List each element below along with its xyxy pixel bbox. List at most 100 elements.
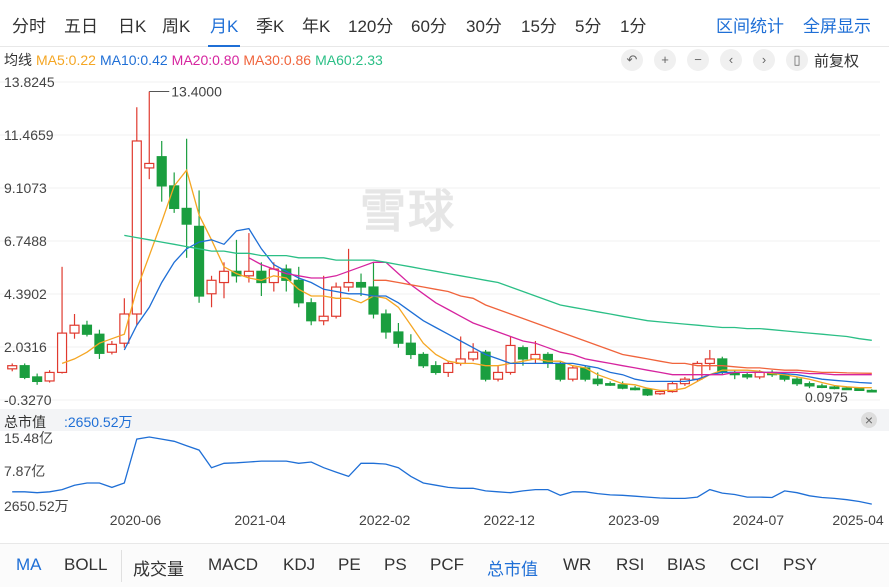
tab-6[interactable]: 年K [302, 17, 331, 36]
candle-body [7, 365, 18, 370]
tab-0[interactable]: 分时 [12, 17, 46, 36]
tab-4[interactable]: 月K [207, 12, 241, 47]
candle-body [804, 383, 815, 387]
indicator-tab-10[interactable]: RSI [616, 555, 645, 574]
indicator-tab-7[interactable]: PCF [430, 555, 464, 574]
tab-10[interactable]: 15分 [521, 17, 557, 36]
tab-1[interactable]: 五日 [64, 17, 98, 36]
indicator-tab-1[interactable]: BOLL [64, 555, 108, 574]
candle-body [841, 387, 852, 391]
tab-7[interactable]: 120分 [348, 17, 394, 36]
x-tick-label: 2023-09 [608, 512, 660, 528]
tab-2[interactable]: 日K [118, 17, 147, 36]
candle-body [318, 315, 329, 322]
adjustment-selector[interactable]: 前复权 [814, 53, 860, 70]
candle-body [343, 281, 354, 288]
x-tick-label: 2022-02 [358, 512, 411, 528]
price-tick-label: -0.3270 [4, 392, 52, 408]
candle-body [567, 367, 578, 380]
watermark-logo: 雪球 [360, 185, 456, 237]
indicator-tab-11[interactable]: BIAS [667, 555, 706, 574]
indicator-tab-9[interactable]: WR [563, 555, 592, 574]
indicator-tab-2[interactable]: 成交量 [133, 560, 184, 579]
price-tick-label: 6.7488 [4, 232, 47, 249]
indicator-tab-0[interactable]: MA [16, 555, 42, 574]
x-tick-label: 2022-12 [483, 512, 535, 528]
fullscreen-button[interactable]: 全屏显示 [803, 17, 871, 36]
candle-icon[interactable]: ▯ [786, 49, 808, 71]
candle-body [704, 358, 715, 365]
candle-body [430, 365, 441, 374]
tab-5[interactable]: 季K [256, 17, 285, 36]
candle-body [854, 388, 865, 392]
price-tick-label: 13.8245 [4, 74, 55, 90]
candle-body [32, 376, 43, 383]
candle-body [742, 374, 753, 378]
price-tick-label: 4.3902 [4, 285, 47, 302]
candle-body [19, 365, 30, 378]
indicator-tab-3[interactable]: MACD [208, 555, 259, 574]
tab-3[interactable]: 周K [162, 17, 191, 36]
ma-legend-item-4: MA30:0.86 [243, 52, 312, 68]
candle-body [218, 270, 230, 284]
candle-body [418, 353, 429, 367]
candle-body [791, 378, 803, 385]
indicator-tab-6[interactable]: PS [384, 555, 407, 574]
candle-body [169, 185, 180, 209]
ma5-line [61, 168, 872, 392]
candle-body [605, 383, 616, 386]
range-stats-button[interactable]: 区间统计 [716, 17, 784, 36]
zoom-in-icon[interactable]: + [654, 49, 676, 71]
indicator-tab-13[interactable]: PSY [783, 555, 818, 574]
candle-body [630, 387, 641, 391]
candle-body [555, 362, 566, 380]
candle-body [206, 279, 217, 295]
candle-body [468, 351, 479, 360]
indicator-tab-12[interactable]: CCI [730, 555, 760, 574]
indicator-tab-bar: MA BOLL 成交量 MACD KDJ PE PS PCF 总市值 WR RSI BIAS CCI PS… [0, 543, 889, 587]
indicator-value: :2650.52万 [64, 414, 133, 430]
candle-body [816, 385, 828, 389]
tab-divider [121, 550, 122, 582]
x-tick-label: 2025-04 [832, 512, 884, 528]
candle-body [592, 378, 603, 385]
max-price-marker: 13.4000 [171, 84, 222, 100]
close-indicator-icon[interactable]: × [861, 412, 877, 428]
candle-body [517, 347, 529, 360]
candle-body [380, 313, 392, 333]
market-cap-tick-label: 2650.52万 [4, 497, 69, 514]
candle-body [617, 384, 628, 389]
ma-legend-item-5: MA60:2.33 [315, 52, 383, 68]
market-cap-tick-label: 15.48亿 [4, 430, 54, 446]
candle-body [243, 270, 254, 277]
undo-icon[interactable]: ↶ [621, 49, 643, 71]
candle-body [194, 225, 205, 297]
candle-body [56, 332, 68, 374]
zoom-out-icon[interactable]: − [687, 49, 709, 71]
indicator-tab-4[interactable]: KDJ [283, 555, 316, 574]
candle-body [256, 270, 267, 284]
x-tick-label: 2021-04 [234, 512, 286, 528]
tab-11[interactable]: 5分 [575, 17, 602, 36]
chevron-left-icon[interactable]: ‹ [720, 49, 742, 71]
chevron-right-icon[interactable]: › [753, 49, 775, 71]
candle-body [69, 324, 80, 334]
chart-toolbar: 前复权 ↶ + − ‹ › ▯ [621, 49, 881, 71]
market-cap-tick-label: 7.87亿 [4, 463, 46, 480]
tab-12[interactable]: 1分 [620, 17, 647, 36]
min-price-marker: 0.0975 [805, 389, 848, 405]
tab-8[interactable]: 60分 [411, 17, 447, 36]
candle-body [754, 371, 765, 378]
ma-legend-item-3: MA20:0.80 [171, 52, 240, 68]
candle-body [306, 302, 317, 322]
candle-body [181, 207, 192, 225]
candle-body [119, 313, 130, 344]
indicator-header: 总市值 :2650.52万 × [0, 409, 889, 431]
candle-body [144, 162, 155, 169]
market-cap-line [12, 436, 872, 505]
indicator-tab-8[interactable]: 总市值 [487, 560, 538, 579]
indicator-tab-5[interactable]: PE [338, 555, 361, 574]
tab-9[interactable]: 30分 [466, 17, 502, 36]
candle-body [642, 388, 653, 396]
